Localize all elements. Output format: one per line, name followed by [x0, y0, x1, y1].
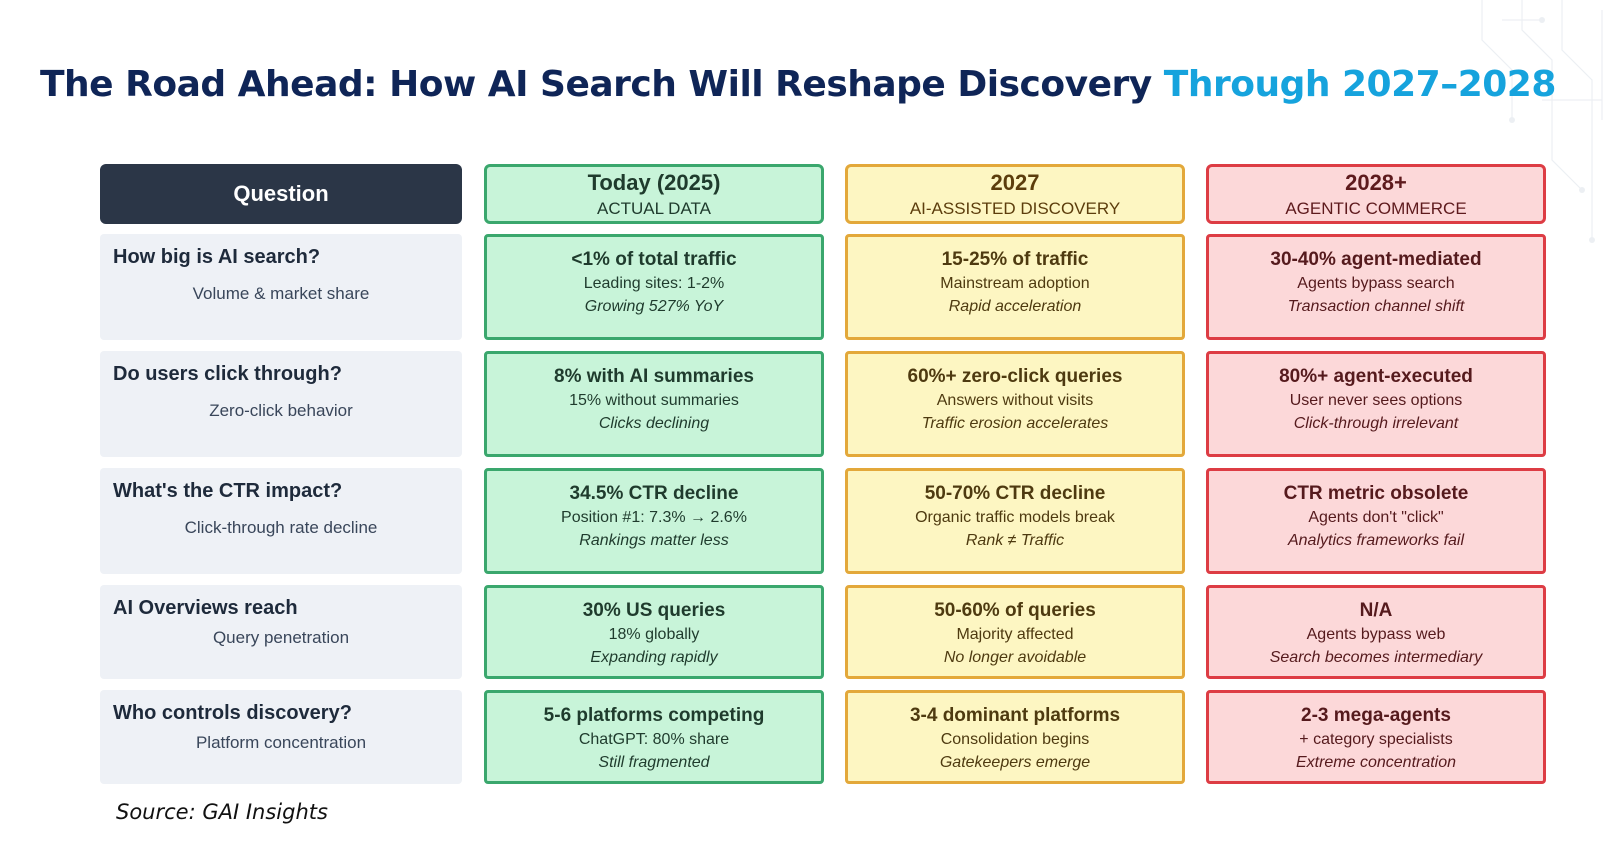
y2027-main: 50-60% of queries	[934, 600, 1096, 621]
today-detail: Leading sites: 1-2%	[583, 275, 725, 292]
header-today: Today (2025) ACTUAL DATA	[484, 164, 824, 224]
table-row: What's the CTR impact? Click-through rat…	[100, 468, 1550, 574]
table-row: How big is AI search? Volume & market sh…	[100, 234, 1550, 340]
y2028-main: CTR metric obsolete	[1283, 483, 1469, 504]
title-accent: Through 2027–2028	[1163, 64, 1557, 105]
today-note: Expanding rapidly	[590, 649, 718, 666]
y2027-cell: 60%+ zero-click queries Answers without …	[845, 351, 1185, 457]
header-question: Question	[100, 164, 462, 224]
y2027-note: No longer avoidable	[943, 649, 1087, 666]
question-title: Do users click through?	[113, 363, 342, 385]
today-detail: ChatGPT: 80% share	[578, 731, 730, 748]
today-detail: 18% globally	[608, 626, 700, 643]
question-subtitle: Zero-click behavior	[209, 401, 353, 420]
y2027-cell: 50-70% CTR decline Organic traffic model…	[845, 468, 1185, 574]
y2028-note: Search becomes intermediary	[1269, 649, 1483, 666]
question-cell: What's the CTR impact? Click-through rat…	[100, 468, 462, 574]
today-main: 30% US queries	[582, 600, 726, 621]
header-2028-subtitle: AGENTIC COMMERCE	[1285, 199, 1467, 218]
question-subtitle: Query penetration	[212, 628, 350, 647]
y2028-cell: 80%+ agent-executed User never sees opti…	[1206, 351, 1546, 457]
today-cell: 30% US queries 18% globally Expanding ra…	[484, 585, 824, 679]
today-note: Growing 527% YoY	[584, 298, 724, 315]
today-cell: 8% with AI summaries 15% without summari…	[484, 351, 824, 457]
y2028-detail: User never sees options	[1289, 392, 1463, 409]
today-detail: 15% without summaries	[569, 392, 739, 409]
header-2028-title: 2028+	[1345, 170, 1407, 195]
header-2028: 2028+ AGENTIC COMMERCE	[1206, 164, 1546, 224]
question-cell: Do users click through? Zero-click behav…	[100, 351, 462, 457]
y2027-detail: Majority affected	[956, 626, 1074, 643]
today-main: 5-6 platforms competing	[543, 705, 765, 726]
question-subtitle: Volume & market share	[192, 284, 370, 303]
y2028-main: 2-3 mega-agents	[1301, 705, 1451, 726]
y2027-detail: Mainstream adoption	[940, 275, 1090, 292]
y2027-main: 3-4 dominant platforms	[909, 705, 1121, 726]
table-row: Who controls discovery? Platform concent…	[100, 690, 1550, 784]
today-note: Clicks declining	[598, 415, 710, 432]
y2027-detail: Answers without visits	[936, 392, 1094, 409]
y2027-main: 60%+ zero-click queries	[907, 366, 1123, 387]
header-today-subtitle: ACTUAL DATA	[597, 199, 711, 218]
y2027-cell: 50-60% of queries Majority affected No l…	[845, 585, 1185, 679]
y2028-note: Analytics frameworks fail	[1287, 532, 1465, 549]
circuit-decoration	[1481, 0, 1603, 243]
question-title: AI Overviews reach	[113, 597, 298, 619]
table-row: AI Overviews reach Query penetration 30%…	[100, 585, 1550, 679]
today-main: 8% with AI summaries	[554, 366, 754, 387]
today-cell: 34.5% CTR decline Position #1: 7.3% → 2.…	[484, 468, 824, 574]
y2027-detail: Organic traffic models break	[915, 509, 1115, 526]
question-title: How big is AI search?	[113, 246, 321, 268]
y2028-cell: 30-40% agent-mediated Agents bypass sear…	[1206, 234, 1546, 340]
y2027-note: Rank ≠ Traffic	[965, 532, 1065, 549]
y2028-main: 80%+ agent-executed	[1279, 366, 1473, 387]
y2027-note: Rapid acceleration	[948, 298, 1082, 315]
y2027-note: Traffic erosion accelerates	[921, 415, 1109, 432]
y2027-cell: 3-4 dominant platforms Consolidation beg…	[845, 690, 1185, 784]
y2028-cell: N/A Agents bypass web Search becomes int…	[1206, 585, 1546, 679]
today-note: Rankings matter less	[579, 532, 729, 549]
y2028-note: Click-through irrelevant	[1293, 415, 1459, 432]
y2027-main: 15-25% of traffic	[941, 249, 1089, 270]
y2028-cell: CTR metric obsolete Agents don't "click"…	[1206, 468, 1546, 574]
today-note: Still fragmented	[598, 754, 710, 771]
today-main: 34.5% CTR decline	[569, 483, 739, 504]
header-today-title: Today (2025)	[587, 170, 721, 195]
today-cell: 5-6 platforms competing ChatGPT: 80% sha…	[484, 690, 824, 784]
question-subtitle: Click-through rate decline	[184, 518, 378, 537]
header-2027: 2027 AI-ASSISTED DISCOVERY	[845, 164, 1185, 224]
title-main: The Road Ahead: How AI Search Will Resha…	[40, 64, 1152, 105]
y2027-cell: 15-25% of traffic Mainstream adoption Ra…	[845, 234, 1185, 340]
y2028-note: Extreme concentration	[1295, 754, 1457, 771]
question-title: What's the CTR impact?	[113, 480, 343, 502]
y2028-cell: 2-3 mega-agents + category specialists E…	[1206, 690, 1546, 784]
y2028-main: 30-40% agent-mediated	[1270, 249, 1482, 270]
source-note: Source: GAI Insights	[116, 800, 328, 824]
today-detail: Position #1: 7.3% → 2.6%	[561, 509, 747, 526]
y2027-note: Gatekeepers emerge	[939, 754, 1091, 771]
y2028-detail: + category specialists	[1299, 731, 1453, 748]
today-cell: <1% of total traffic Leading sites: 1-2%…	[484, 234, 824, 340]
question-cell: AI Overviews reach Query penetration	[100, 585, 462, 679]
y2028-detail: Agents bypass web	[1306, 626, 1446, 643]
y2028-detail: Agents don't "click"	[1308, 509, 1444, 526]
question-subtitle: Platform concentration	[195, 733, 367, 752]
header-2027-title: 2027	[990, 170, 1040, 195]
y2027-detail: Consolidation begins	[940, 731, 1090, 748]
today-main: <1% of total traffic	[571, 249, 737, 270]
header-2027-subtitle: AI-ASSISTED DISCOVERY	[909, 199, 1121, 218]
table-row: Do users click through? Zero-click behav…	[100, 351, 1550, 457]
question-title: Who controls discovery?	[113, 702, 352, 724]
y2027-main: 50-70% CTR decline	[924, 483, 1106, 504]
y2028-note: Transaction channel shift	[1287, 298, 1465, 315]
y2028-detail: Agents bypass search	[1297, 275, 1455, 292]
y2028-main: N/A	[1359, 600, 1393, 621]
page-title: The Road Ahead: How AI Search Will Resha…	[40, 64, 1556, 105]
question-cell: Who controls discovery? Platform concent…	[100, 690, 462, 784]
question-cell: How big is AI search? Volume & market sh…	[100, 234, 462, 340]
